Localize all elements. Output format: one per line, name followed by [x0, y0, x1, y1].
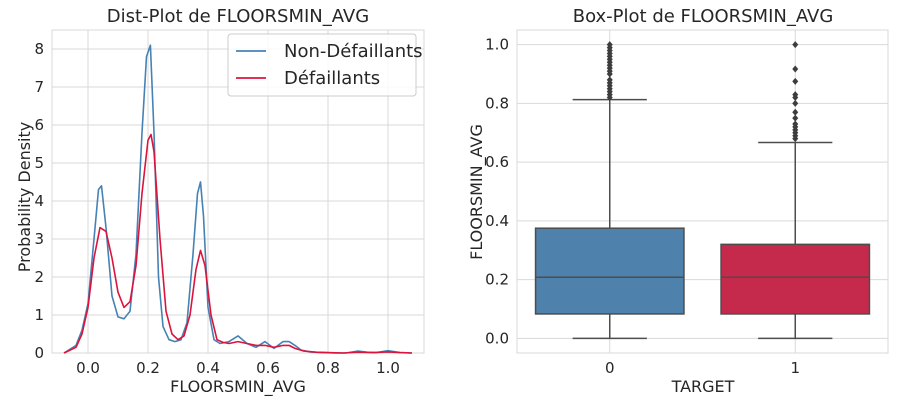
y-tick-label: 0.4	[485, 212, 509, 230]
outlier-point	[606, 41, 613, 49]
x-tick-label: 0.0	[76, 359, 100, 377]
dist-plot-lines	[63, 44, 413, 354]
y-tick-label: 2	[34, 268, 44, 286]
box	[534, 227, 685, 315]
x-tick-label: 0.6	[256, 359, 280, 377]
outlier-point	[792, 65, 799, 73]
y-tick-label: 0.2	[485, 271, 509, 289]
y-tick-label: 0.8	[485, 94, 509, 112]
dist-plot-title: Dist-Plot de FLOORSMIN_AVG	[107, 6, 369, 27]
legend-label: Défaillants	[284, 68, 380, 89]
dist-plot-xlabel: FLOORSMIN_AVG	[170, 377, 306, 397]
outlier-point	[792, 120, 799, 128]
y-tick-label: 6	[34, 116, 44, 134]
series-line-1	[63, 133, 413, 354]
y-tick-label: 7	[34, 78, 44, 96]
x-tick-label: 1.0	[376, 359, 400, 377]
x-tick-label: 0.8	[316, 359, 340, 377]
outlier-point	[792, 91, 799, 99]
box-plot-xlabel: TARGET	[671, 377, 735, 396]
outlier-point	[792, 114, 799, 122]
y-tick-label: 0	[34, 344, 44, 362]
y-tick-label: 1.0	[485, 36, 509, 54]
dist-plot-legend: Non-Défaillants Défaillants	[227, 33, 423, 97]
dist-plot-ylabel: Probability Density	[15, 122, 34, 273]
y-tick-label: 0.0	[485, 329, 509, 347]
y-tick-label: 0.6	[485, 153, 509, 171]
plot-frame	[51, 29, 425, 354]
box-group-1	[720, 41, 871, 340]
x-tick-label: 1	[790, 359, 800, 377]
x-tick-label: 0.2	[136, 359, 160, 377]
outlier-point	[606, 76, 613, 84]
legend-box	[227, 33, 417, 97]
dist-plot-ticks: 0.0 0.2 0.4 0.6 0.8 1.0 0 1 2 3 4 5 6 7 8	[34, 40, 399, 377]
box-plot-ticks: 0.0 0.2 0.4 0.6 0.8 1.0 0 1	[485, 36, 800, 377]
legend-label: Non-Défaillants	[284, 41, 423, 62]
box-plot-boxes	[534, 41, 871, 340]
outlier-point	[792, 99, 799, 107]
dist-plot: Dist-Plot de FLOORSMIN_AVG FLOORSMIN_AVG…	[15, 6, 425, 397]
box-plot-title: Box-Plot de FLOORSMIN_AVG	[573, 6, 834, 27]
plot-frame	[516, 29, 889, 354]
y-tick-label: 5	[34, 154, 44, 172]
box-group-0	[534, 41, 685, 340]
x-tick-label: 0.4	[196, 359, 220, 377]
y-tick-label: 8	[34, 40, 44, 58]
outlier-point	[792, 108, 799, 116]
x-tick-label: 0	[605, 359, 615, 377]
y-tick-label: 4	[34, 192, 44, 210]
box-plot-ylabel: FLOORSMIN_AVG	[467, 124, 487, 260]
box	[720, 243, 871, 315]
outlier-point	[792, 41, 799, 49]
box-plot: Box-Plot de FLOORSMIN_AVG TARGET FLOORSM…	[467, 6, 889, 396]
y-tick-label: 3	[34, 230, 44, 248]
y-tick-label: 1	[34, 306, 44, 324]
outlier-point	[792, 77, 799, 85]
